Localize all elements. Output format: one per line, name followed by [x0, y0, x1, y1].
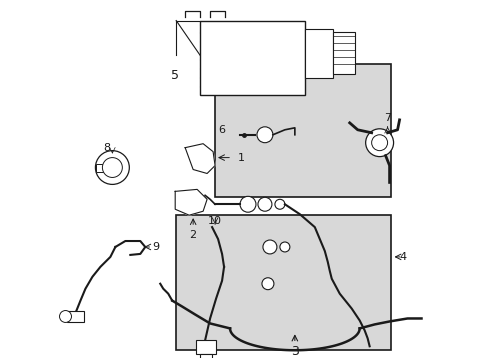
- Circle shape: [262, 278, 273, 290]
- Polygon shape: [185, 144, 215, 174]
- Circle shape: [258, 197, 271, 211]
- Text: 10: 10: [208, 216, 222, 226]
- Text: 5: 5: [171, 69, 179, 82]
- Bar: [96, 163, 110, 172]
- Bar: [176, 215, 390, 350]
- Bar: [66, 311, 84, 323]
- Text: 8: 8: [102, 143, 110, 153]
- Text: 6: 6: [218, 125, 225, 135]
- Circle shape: [263, 240, 276, 254]
- Bar: [215, 64, 390, 197]
- Circle shape: [365, 129, 393, 157]
- Circle shape: [274, 199, 285, 209]
- Circle shape: [102, 158, 122, 177]
- Bar: [304, 28, 332, 78]
- Circle shape: [256, 127, 272, 143]
- Text: 7: 7: [383, 113, 390, 123]
- Circle shape: [240, 196, 255, 212]
- Polygon shape: [175, 189, 207, 215]
- Circle shape: [371, 135, 387, 150]
- Bar: [200, 21, 304, 95]
- Circle shape: [279, 242, 289, 252]
- Bar: [200, 354, 212, 360]
- Bar: [332, 32, 354, 74]
- Text: 9: 9: [152, 242, 159, 252]
- Circle shape: [60, 311, 71, 323]
- Text: 3: 3: [290, 345, 298, 358]
- Text: 2: 2: [189, 230, 196, 240]
- Text: 4: 4: [399, 252, 406, 262]
- Bar: [196, 340, 216, 354]
- Text: 1: 1: [238, 153, 244, 163]
- Circle shape: [95, 150, 129, 184]
